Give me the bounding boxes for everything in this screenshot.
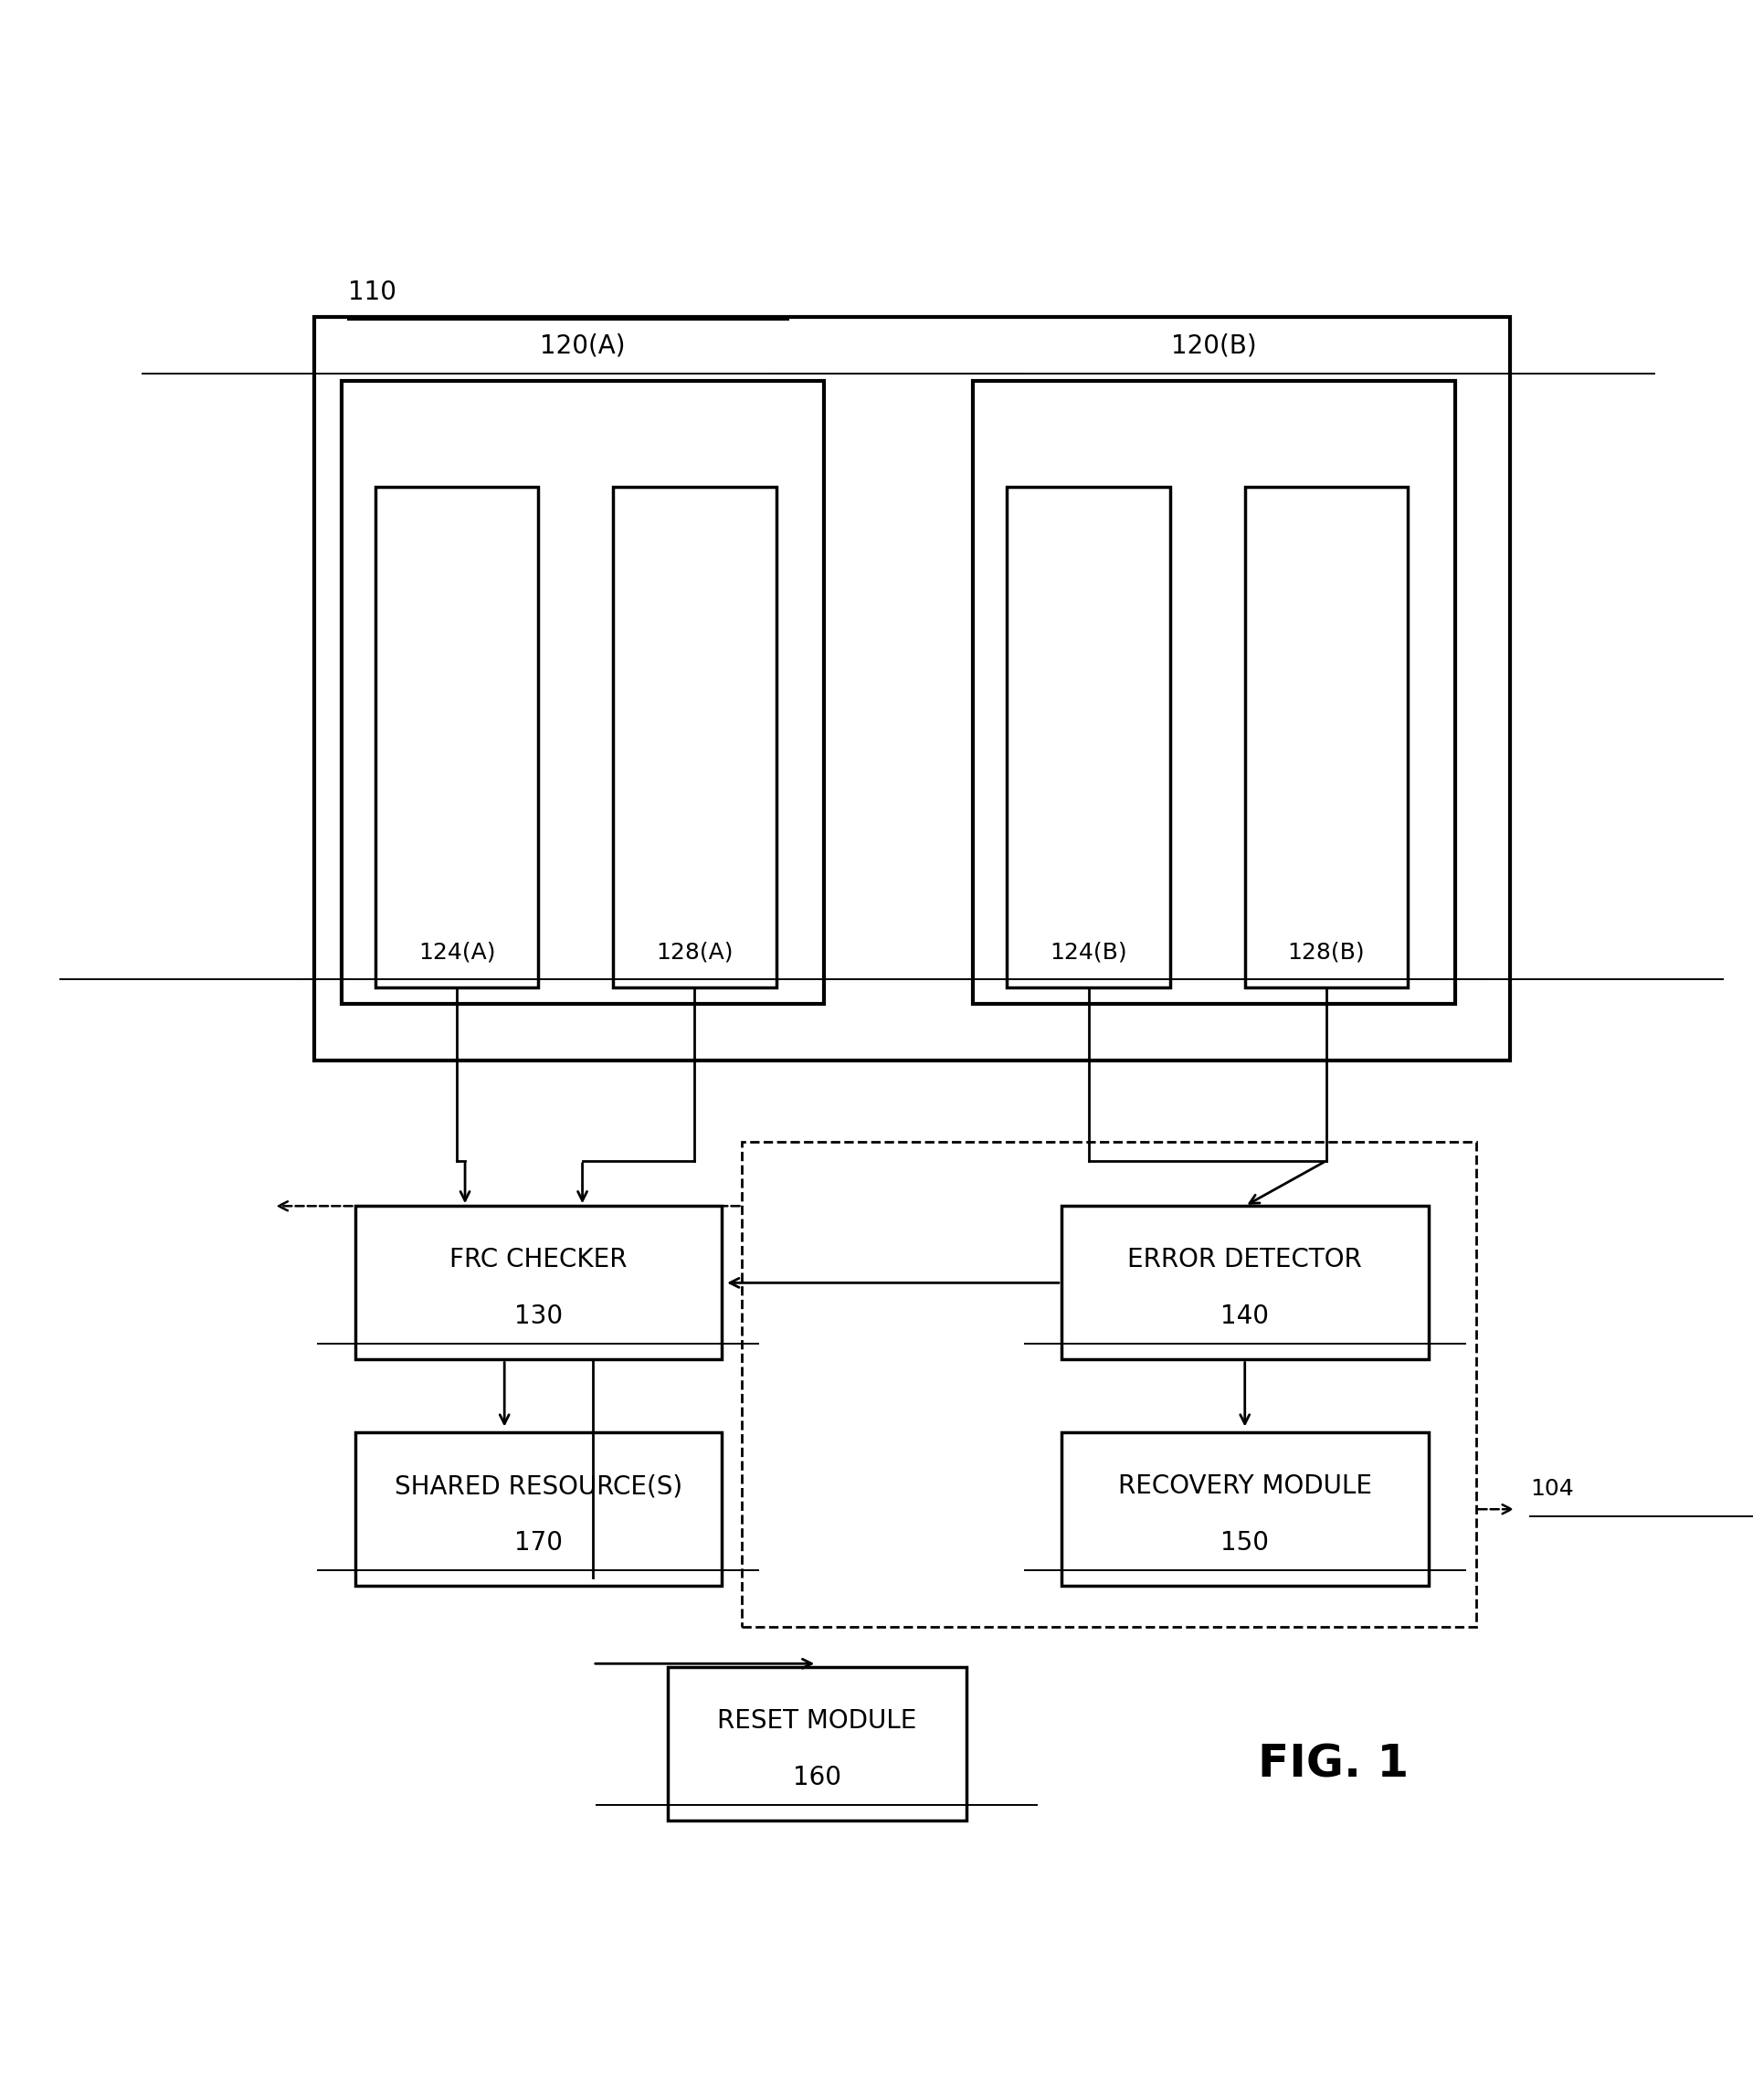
Bar [668,1667,966,1821]
Bar [1061,1205,1429,1359]
Text: RESET MODULE: RESET MODULE [717,1707,917,1732]
Bar [354,1205,722,1359]
Bar [1006,487,1171,987]
Bar [342,382,824,1004]
Text: RECOVERY MODULE: RECOVERY MODULE [1118,1474,1373,1499]
Text: 104: 104 [1530,1478,1574,1499]
Text: 124(B): 124(B) [1050,941,1127,964]
Bar [1245,487,1408,987]
Text: 130: 130 [514,1304,563,1329]
Text: ERROR DETECTOR: ERROR DETECTOR [1127,1247,1362,1273]
Text: 170: 170 [514,1531,563,1556]
Text: 110: 110 [349,279,396,304]
Text: 160: 160 [792,1764,841,1791]
Text: 120(A): 120(A) [540,334,626,359]
Text: SHARED RESOURCE(S): SHARED RESOURCE(S) [394,1474,682,1499]
Bar [1061,1432,1429,1586]
Text: 128(B): 128(B) [1288,941,1366,964]
Bar [973,382,1455,1004]
Bar [354,1432,722,1586]
Bar [614,487,777,987]
Bar [314,317,1509,1060]
Text: 124(A): 124(A) [419,941,496,964]
Text: 150: 150 [1220,1531,1269,1556]
Text: FIG. 1: FIG. 1 [1257,1743,1409,1785]
Text: 140: 140 [1220,1304,1269,1329]
Bar [375,487,538,987]
Text: 120(B): 120(B) [1171,334,1257,359]
Text: 128(A): 128(A) [656,941,733,964]
Text: FRC CHECKER: FRC CHECKER [449,1247,628,1273]
Bar [742,1142,1476,1625]
